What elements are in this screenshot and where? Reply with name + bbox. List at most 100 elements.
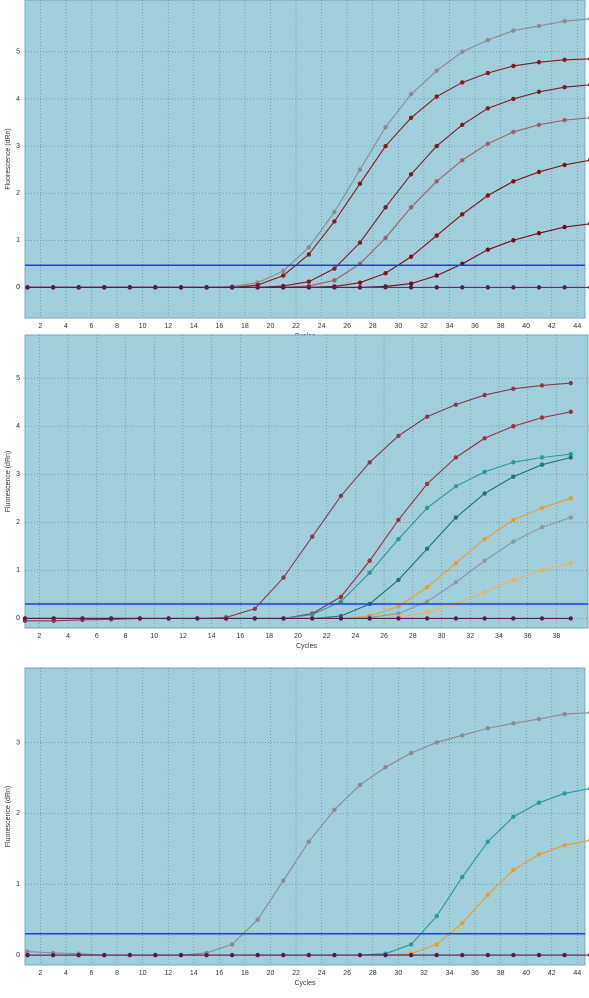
- data-point: [434, 740, 439, 745]
- data-point: [357, 240, 363, 245]
- data-point: [460, 80, 465, 85]
- x-tick-label: 24: [318, 323, 326, 330]
- x-tick-label: 22: [292, 970, 300, 977]
- x-tick-label: 40: [522, 970, 530, 977]
- data-point: [568, 409, 573, 415]
- data-point: [229, 952, 235, 958]
- data-point: [453, 402, 459, 407]
- data-point: [485, 839, 491, 844]
- data-point: [281, 285, 286, 290]
- data-point: [568, 515, 573, 520]
- data-point: [357, 181, 363, 186]
- y-axis-label: Fluorescence (dRn): [5, 786, 12, 847]
- data-point: [453, 455, 459, 460]
- data-point: [178, 952, 184, 958]
- data-point: [511, 386, 516, 391]
- data-point: [511, 814, 516, 820]
- data-point: [453, 616, 459, 621]
- data-point: [434, 94, 439, 99]
- data-point: [511, 63, 516, 69]
- x-tick-label: 24: [318, 970, 326, 977]
- data-point: [396, 577, 401, 583]
- data-point: [568, 496, 573, 501]
- plot-area: [24, 0, 586, 319]
- data-point: [511, 424, 516, 429]
- data-point: [485, 285, 491, 290]
- x-tick-label: 4: [64, 970, 68, 977]
- data-point: [408, 942, 414, 947]
- data-point: [255, 285, 260, 290]
- data-point: [482, 558, 487, 563]
- data-point: [482, 392, 487, 398]
- data-point: [408, 281, 414, 286]
- data-point: [396, 433, 401, 439]
- data-point: [568, 616, 573, 621]
- data-point: [511, 285, 516, 290]
- data-point: [252, 616, 257, 621]
- x-tick-label: 10: [150, 633, 158, 640]
- data-point: [332, 807, 337, 812]
- y-tick-label: 3: [16, 143, 20, 150]
- data-point: [338, 616, 344, 621]
- data-point: [562, 791, 567, 796]
- data-point: [310, 534, 315, 539]
- data-point: [424, 584, 430, 590]
- data-point: [306, 252, 312, 257]
- x-tick-label: 16: [237, 633, 245, 640]
- y-tick-label: 4: [16, 96, 20, 103]
- data-point: [482, 469, 487, 475]
- x-tick-label: 18: [265, 633, 273, 640]
- data-point: [562, 711, 567, 717]
- data-point: [332, 219, 337, 224]
- data-point: [460, 49, 465, 55]
- x-tick-label: 12: [164, 970, 172, 977]
- x-tick-label: 44: [573, 323, 581, 330]
- data-point: [306, 245, 312, 250]
- data-point: [281, 952, 286, 958]
- data-point: [332, 266, 337, 271]
- data-point: [539, 616, 545, 621]
- x-tick-label: 32: [420, 970, 428, 977]
- data-point: [434, 179, 439, 184]
- x-tick-label: 26: [380, 633, 388, 640]
- series-line: [25, 382, 571, 622]
- data-point: [281, 616, 286, 621]
- data-point: [460, 157, 465, 163]
- data-point: [460, 212, 465, 217]
- data-point: [383, 143, 388, 149]
- y-tick-label: 4: [16, 423, 20, 430]
- x-axis-label: Cycles: [294, 980, 316, 987]
- data-point: [434, 233, 439, 238]
- data-point: [306, 279, 312, 284]
- data-point: [50, 952, 56, 958]
- data-point: [511, 952, 516, 958]
- data-point: [424, 505, 430, 511]
- x-tick-label: 8: [124, 633, 128, 640]
- data-point: [485, 952, 491, 958]
- y-tick-label: 5: [16, 49, 20, 56]
- data-point: [453, 484, 459, 489]
- data-point: [568, 380, 573, 386]
- data-point: [383, 205, 388, 210]
- x-tick-label: 14: [190, 323, 198, 330]
- x-tick-label: 28: [409, 633, 417, 640]
- x-tick-label: 8: [115, 970, 119, 977]
- y-tick-label: 1: [16, 237, 20, 244]
- data-point: [511, 539, 516, 544]
- x-tick-label: 20: [267, 970, 275, 977]
- x-tick-label: 12: [179, 633, 187, 640]
- data-point: [25, 285, 30, 290]
- data-point: [229, 942, 235, 947]
- y-tick-label: 5: [16, 375, 20, 382]
- data-point: [166, 616, 171, 621]
- y-tick-label: 1: [16, 881, 20, 888]
- data-point: [460, 122, 465, 128]
- x-tick-label: 16: [215, 970, 223, 977]
- data-point: [485, 726, 491, 731]
- data-point: [562, 843, 567, 848]
- x-tick-label: 32: [420, 323, 428, 330]
- x-tick-label: 14: [208, 633, 216, 640]
- data-point: [383, 952, 388, 958]
- data-point: [51, 616, 56, 621]
- x-tick-label: 34: [446, 970, 454, 977]
